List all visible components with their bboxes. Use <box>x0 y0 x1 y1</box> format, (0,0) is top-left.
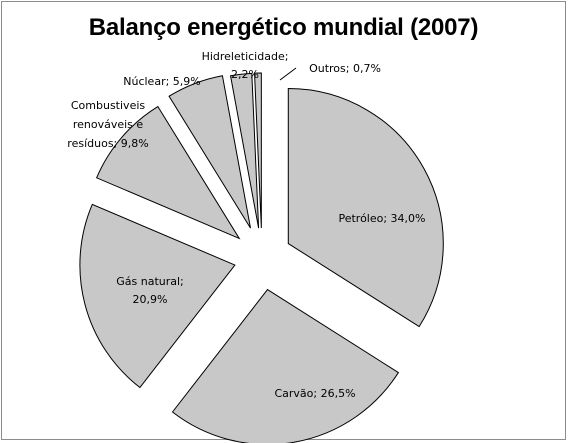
data-label: Hidreleticidade; 2,2% <box>202 50 289 81</box>
data-label: Carvão; 26,5% <box>274 387 355 400</box>
chart-title: Balanço energético mundial (2007) <box>88 14 479 41</box>
pie-slice-combust-veis-renov-veis-e-res-duos <box>95 105 241 240</box>
data-label: Outros; 0,7% <box>309 62 381 75</box>
pie-slice-g-s-natural <box>79 203 236 389</box>
pie-slice-carv-o <box>171 288 400 443</box>
data-label: Gás natural; 20,9% <box>116 275 184 306</box>
pie-slice-hidreleticidade <box>229 72 260 229</box>
leader-line <box>279 67 297 81</box>
pie-slice-petr-leo <box>287 88 444 328</box>
pie-slice-n-clear <box>168 75 251 229</box>
pie-slice-outros <box>254 72 262 229</box>
data-label: Combustiveis renováveis e resíduos; 9,8% <box>67 99 148 150</box>
data-label: Petróleo; 34,0% <box>338 212 425 225</box>
data-label: Núclear; 5,9% <box>123 75 200 88</box>
